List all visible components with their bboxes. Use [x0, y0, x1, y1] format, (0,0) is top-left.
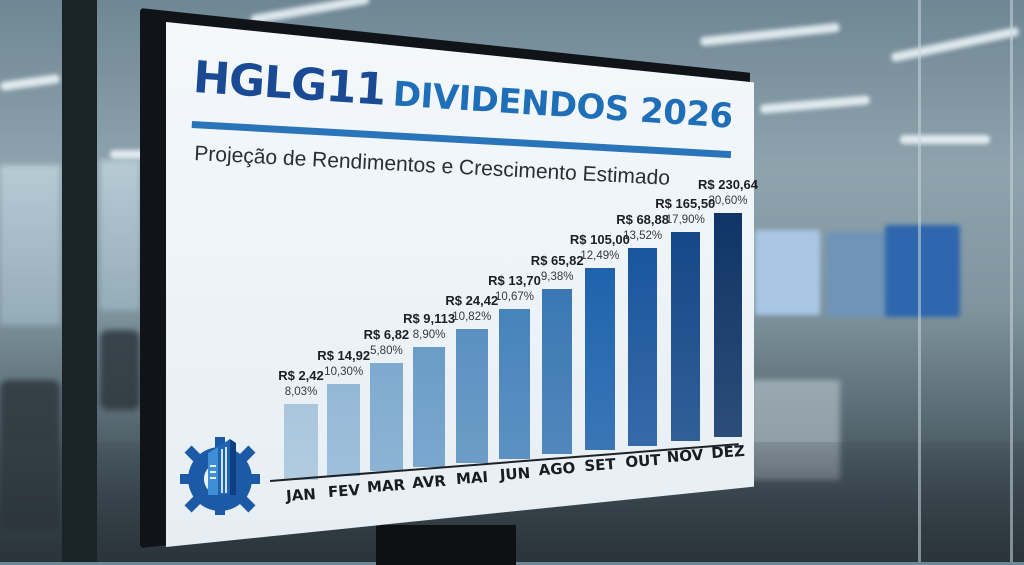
bar-percent-label: 20,60%	[708, 195, 748, 207]
background-screen	[755, 230, 820, 315]
x-axis-label-jun: JUN	[498, 463, 531, 484]
glass-frame	[1010, 0, 1013, 562]
bar-value-label: R$ 68,88	[616, 212, 669, 227]
bar-percent-label: 5,80%	[370, 345, 403, 357]
chart-bar-mai	[456, 329, 488, 463]
bar-value-label: R$ 6,82	[363, 327, 410, 342]
chart-bar-ago	[542, 289, 573, 455]
x-axis-label-fev: FEV	[327, 480, 361, 501]
bar-value-label: R$ 230,64	[698, 177, 758, 192]
x-axis-label-ago: AGO	[538, 458, 577, 480]
monitor-stand	[376, 525, 516, 565]
x-axis-label-mar: MAR	[366, 476, 407, 497]
bar-value-label: R$ 13,70	[488, 273, 541, 288]
x-axis-label-set: SET	[583, 454, 617, 475]
chart-bar-set	[585, 268, 615, 450]
bar-value-label: R$ 14,92	[317, 348, 371, 363]
chart-bar-avr	[413, 347, 446, 468]
window	[100, 160, 140, 310]
background-screen	[885, 225, 960, 317]
bar-percent-label: 13,52%	[623, 230, 663, 242]
bar-value-label: R$ 105,00	[569, 232, 630, 247]
glass-frame	[918, 0, 921, 562]
chart-bar-mar	[370, 363, 403, 472]
bar-percent-label: 10,82%	[452, 311, 492, 323]
bar-value-label: R$ 24,42	[445, 293, 499, 308]
bar-percent-label: 9,38%	[540, 271, 574, 283]
building-gear-icon	[180, 437, 260, 515]
chart-bar-fev	[327, 384, 361, 476]
bar-percent-label: 8,03%	[284, 386, 318, 398]
chart-bar-dez	[714, 213, 742, 437]
bar-percent-label: 12,49%	[580, 250, 620, 262]
bar-value-label: R$ 165,50	[655, 196, 716, 211]
chart-bar-out	[628, 248, 658, 446]
ceiling-light	[110, 150, 150, 159]
bar-value-label: R$ 65,82	[530, 253, 584, 268]
window	[0, 165, 60, 325]
x-axis-label-avr: AVR	[411, 471, 447, 493]
bar-value-label: R$ 2,42	[278, 368, 324, 383]
bar-percent-label: 10,30%	[324, 366, 364, 378]
chart-bar-nov	[671, 232, 700, 442]
chart-bar-jun	[499, 309, 530, 459]
bar-percent-label: 17,90%	[665, 214, 705, 226]
glass-frame	[62, 0, 97, 562]
background-screen	[826, 232, 886, 317]
chart-bar-jan	[284, 404, 318, 480]
bar-percent-label: 10,67%	[494, 291, 535, 303]
ceiling-light	[900, 135, 990, 144]
bar-percent-label: 8,90%	[412, 329, 446, 341]
x-axis-label-jan: JAN	[285, 484, 317, 506]
x-axis-label-mai: MAI	[455, 467, 489, 488]
bar-value-label: R$ 9,113	[403, 311, 456, 326]
background-chair	[100, 330, 140, 410]
